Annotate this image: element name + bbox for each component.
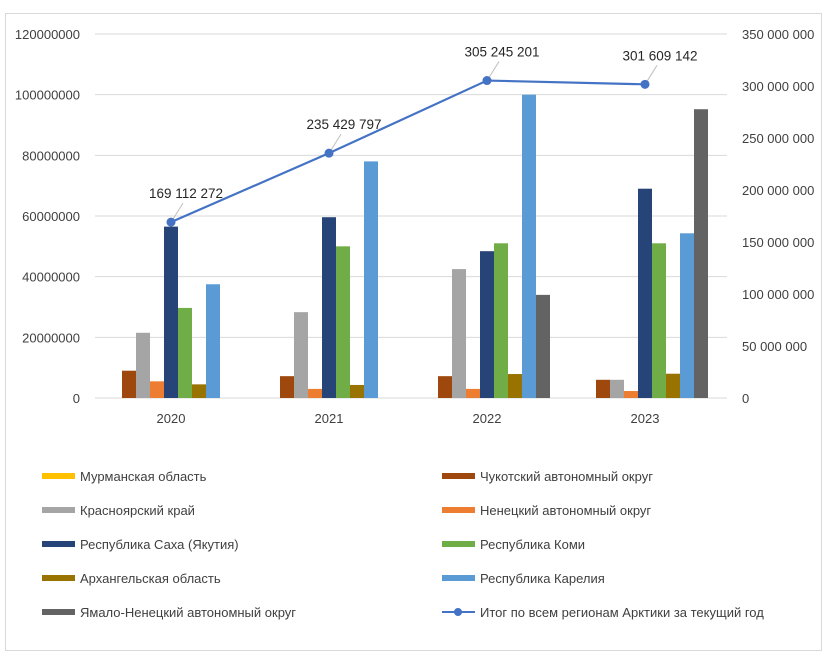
y-axis-tick-label: 40000000 bbox=[22, 270, 80, 285]
bar-5-2021 bbox=[336, 246, 350, 398]
bar-3-2021 bbox=[308, 388, 322, 398]
bar-4-2020 bbox=[164, 226, 178, 398]
y2-axis-tick-label: 350 000 000 bbox=[742, 27, 814, 42]
bar-3-2020 bbox=[150, 381, 164, 398]
bar-6-2022 bbox=[508, 374, 522, 398]
data-label-leader bbox=[172, 202, 184, 220]
bar-1-2020 bbox=[122, 370, 136, 398]
bar-1-2021 bbox=[280, 376, 294, 398]
bar-8-2023 bbox=[694, 109, 708, 398]
bar-6-2021 bbox=[350, 384, 364, 398]
bar-5-2020 bbox=[178, 307, 192, 398]
y-axis-tick-label: 80000000 bbox=[22, 148, 80, 163]
y2-axis-tick-label: 100 000 000 bbox=[742, 287, 814, 302]
total-line-marker bbox=[640, 79, 650, 89]
y-axis-tick-label: 120000000 bbox=[15, 27, 80, 42]
bar-5-2022 bbox=[494, 243, 508, 398]
total-data-label: 301 609 142 bbox=[622, 48, 697, 63]
bar-4-2022 bbox=[480, 251, 494, 398]
y2-axis-tick-label: 250 000 000 bbox=[742, 131, 814, 146]
total-data-label: 235 429 797 bbox=[306, 117, 381, 132]
bar-2-2023 bbox=[610, 379, 624, 398]
x-axis-tick-label: 2023 bbox=[631, 411, 660, 426]
bar-7-2022 bbox=[522, 94, 536, 399]
bar-1-2023 bbox=[596, 379, 610, 398]
bar-6-2020 bbox=[192, 384, 206, 398]
bar-4-2021 bbox=[322, 217, 336, 398]
y2-axis-tick-label: 150 000 000 bbox=[742, 235, 814, 250]
total-line bbox=[170, 79, 646, 224]
total-line-marker bbox=[166, 217, 176, 227]
y2-axis-tick-label: 200 000 000 bbox=[742, 183, 814, 198]
bar-7-2020 bbox=[206, 284, 220, 398]
bar-7-2023 bbox=[680, 233, 694, 398]
bar-3-2023 bbox=[624, 391, 638, 398]
bar-6-2023 bbox=[666, 373, 680, 398]
y2-axis-tick-label: 50 000 000 bbox=[742, 339, 807, 354]
bar-4-2023 bbox=[638, 188, 652, 398]
total-line-marker bbox=[324, 148, 334, 158]
x-axis-tick-label: 2021 bbox=[315, 411, 344, 426]
y-axis-tick-label: 20000000 bbox=[22, 330, 80, 345]
bar-7-2021 bbox=[364, 161, 378, 398]
total-line-marker bbox=[482, 76, 492, 86]
bar-2-2022 bbox=[452, 269, 466, 398]
x-axis-tick-label: 2020 bbox=[157, 411, 186, 426]
bar-8-2022 bbox=[536, 294, 550, 398]
bar-2-2021 bbox=[294, 312, 308, 398]
y-axis-tick-label: 60000000 bbox=[22, 209, 80, 224]
y2-axis-tick-label: 300 000 000 bbox=[742, 79, 814, 94]
bar-5-2023 bbox=[652, 243, 666, 398]
y-axis-tick-label: 100000000 bbox=[15, 88, 80, 103]
data-label-leader bbox=[488, 61, 500, 78]
data-label-leader bbox=[330, 133, 342, 151]
bar-1-2022 bbox=[438, 376, 452, 398]
bar-3-2022 bbox=[466, 388, 480, 398]
total-data-label: 305 245 201 bbox=[464, 45, 539, 60]
x-axis-tick-label: 2022 bbox=[473, 411, 502, 426]
y2-axis-tick-label: 0 bbox=[742, 391, 749, 406]
total-data-label: 169 112 272 bbox=[149, 186, 223, 201]
bar-2-2020 bbox=[136, 332, 150, 398]
data-label-leader bbox=[646, 65, 658, 82]
y-axis-tick-label: 0 bbox=[73, 391, 80, 406]
